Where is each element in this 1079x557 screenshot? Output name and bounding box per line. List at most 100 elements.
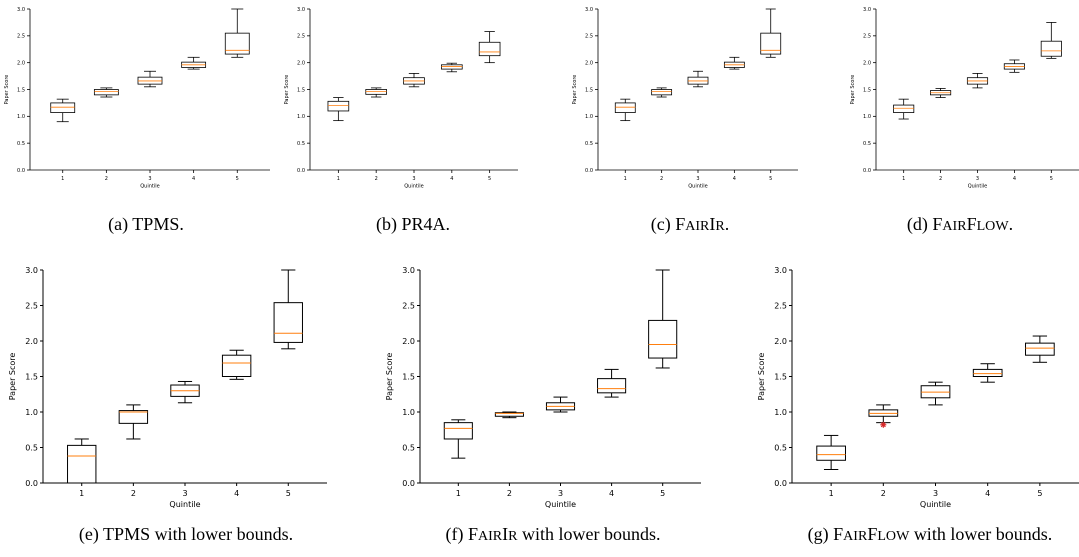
box-plot-2 xyxy=(118,404,149,440)
y-tick-label: 0.5 xyxy=(17,141,25,147)
box-plot-4 xyxy=(441,62,463,73)
iqr-box xyxy=(893,104,915,113)
panel-caption: (c) FAIRIR. xyxy=(651,214,730,235)
box-plot-5 xyxy=(760,8,782,58)
x-tick-label: 4 xyxy=(1013,176,1016,182)
x-tick-label: 5 xyxy=(769,176,772,182)
x-tick-label: 1 xyxy=(61,176,64,182)
y-tick-label: 1.0 xyxy=(585,114,593,120)
y-tick-label: 1.0 xyxy=(17,114,25,120)
box-plot-3 xyxy=(545,396,576,413)
chart-panel: 0.0 0.5 1.0 1.5 2.0 2.5 3.0 1 2 3 4 5 Quintile Paper … xyxy=(572,7,798,235)
x-axis-label: Quintile xyxy=(968,184,987,190)
box-plot-4 xyxy=(597,368,627,398)
box-plot-2 xyxy=(930,88,952,98)
y-tick-label: 3.0 xyxy=(25,266,38,275)
y-tick-label: 1.5 xyxy=(25,372,38,381)
x-tick-label: 3 xyxy=(933,489,938,498)
x-tick-label: 4 xyxy=(450,176,453,182)
y-axis-label: Paper Score xyxy=(572,75,578,105)
iqr-box xyxy=(816,445,846,461)
x-tick-label: 2 xyxy=(105,176,108,182)
y-axis-label: Paper Score xyxy=(385,353,394,401)
y-tick-label: 2.0 xyxy=(25,337,38,346)
x-tick-label: 2 xyxy=(939,176,942,182)
y-tick-label: 1.5 xyxy=(297,87,305,93)
y-tick-label: 3.0 xyxy=(774,266,787,275)
box-plot-1 xyxy=(50,98,76,123)
y-tick-label: 0.5 xyxy=(585,141,593,147)
panel-caption: (b) PR4A. xyxy=(376,214,450,235)
iqr-box xyxy=(67,444,97,484)
box-plot-1 xyxy=(327,97,350,122)
iqr-box xyxy=(93,89,119,96)
iqr-box xyxy=(441,64,463,70)
y-tick-label: 1.0 xyxy=(774,408,787,417)
iqr-box xyxy=(494,412,524,417)
y-tick-label: 1.0 xyxy=(863,114,871,120)
iqr-box xyxy=(273,302,303,343)
y-axis-label: Paper Score xyxy=(8,353,17,401)
y-tick-label: 1.5 xyxy=(402,372,415,381)
box-plot-2 xyxy=(365,87,387,98)
x-tick-label: 4 xyxy=(733,176,736,182)
x-tick-label: 3 xyxy=(148,176,151,182)
x-tick-label: 3 xyxy=(182,489,187,498)
x-tick-label: 2 xyxy=(881,489,886,498)
y-tick-label: 1.0 xyxy=(25,408,38,417)
x-axis-label: Quintile xyxy=(140,184,159,190)
y-tick-label: 2.0 xyxy=(774,337,787,346)
y-tick-label: 0.0 xyxy=(297,168,305,174)
x-tick-label: 1 xyxy=(79,489,84,498)
y-tick-label: 2.5 xyxy=(402,301,415,310)
x-tick-label: 1 xyxy=(337,176,340,182)
outlier-marker xyxy=(880,421,887,428)
y-tick-label: 0.5 xyxy=(774,443,787,452)
box-plot-1 xyxy=(614,98,636,122)
y-axis-label: Paper Score xyxy=(757,353,766,401)
box-plot-1 xyxy=(67,438,97,484)
x-tick-label: 5 xyxy=(1037,489,1042,498)
y-tick-label: 1.5 xyxy=(17,87,25,93)
box-plot-5 xyxy=(1025,335,1055,363)
box-plot-4 xyxy=(221,349,252,380)
y-tick-label: 0.0 xyxy=(863,168,871,174)
x-axis-label: Quintile xyxy=(545,500,576,509)
y-tick-label: 2.0 xyxy=(863,60,871,66)
iqr-box xyxy=(1025,342,1055,356)
y-tick-label: 2.5 xyxy=(774,301,787,310)
y-axis-label: Paper Score xyxy=(4,75,10,105)
x-tick-label: 4 xyxy=(609,489,614,498)
box-plot-5 xyxy=(224,8,250,58)
box-plot-4 xyxy=(723,56,745,70)
x-axis-label: Quintile xyxy=(920,500,951,509)
iqr-box xyxy=(648,319,678,359)
chart-panel: 0.0 0.5 1.0 1.5 2.0 2.5 3.0 1 2 3 4 5 Quintile Paper … xyxy=(385,266,701,545)
x-tick-label: 3 xyxy=(976,176,979,182)
x-tick-label: 2 xyxy=(131,489,136,498)
box-plot-3 xyxy=(920,381,951,406)
y-tick-label: 0.0 xyxy=(585,168,593,174)
box-plot-4 xyxy=(1003,59,1025,73)
y-tick-label: 2.5 xyxy=(863,34,871,40)
box-plot-3 xyxy=(403,73,425,88)
y-tick-label: 0.5 xyxy=(402,443,415,452)
y-tick-label: 3.0 xyxy=(297,7,305,13)
x-tick-label: 5 xyxy=(488,176,491,182)
iqr-box xyxy=(651,89,673,96)
y-tick-label: 2.5 xyxy=(17,34,25,40)
box-plot-1 xyxy=(443,419,473,459)
y-tick-label: 0.0 xyxy=(17,168,25,174)
panel-caption: (f) FAIRIR with lower bounds. xyxy=(445,524,660,545)
box-plot-2 xyxy=(868,404,899,428)
box-plot-2 xyxy=(651,87,673,98)
y-tick-label: 0.0 xyxy=(402,479,415,488)
box-plot-3 xyxy=(687,70,709,88)
y-tick-label: 3.0 xyxy=(17,7,25,13)
x-tick-label: 3 xyxy=(558,489,563,498)
iqr-box xyxy=(443,422,473,440)
y-tick-label: 3.0 xyxy=(585,7,593,13)
box-plot-1 xyxy=(816,434,846,471)
x-tick-label: 1 xyxy=(456,489,461,498)
